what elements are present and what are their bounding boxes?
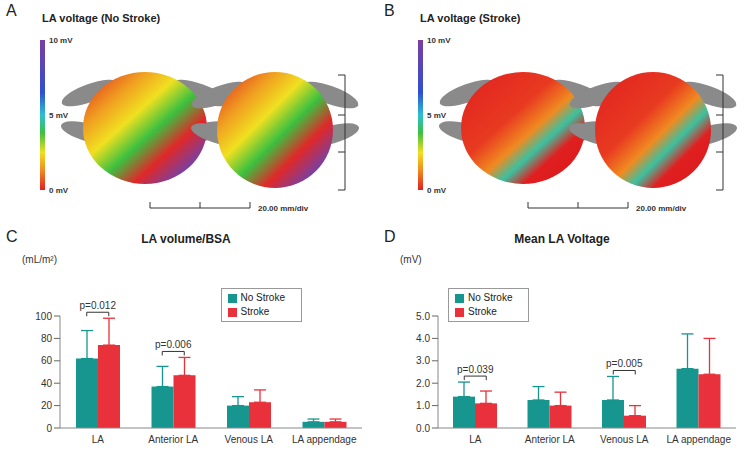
html-text:C: C xyxy=(6,228,18,245)
svg-text:Anterior LA: Anterior LA xyxy=(525,434,575,445)
svg-text:10 mV: 10 mV xyxy=(49,36,73,45)
svg-text:Venous LA: Venous LA xyxy=(225,434,274,445)
html-text:(mL/m²): (mL/m²) xyxy=(22,254,57,265)
html-text:LA voltage (No Stroke): LA voltage (No Stroke) xyxy=(42,12,161,24)
svg-text:3.0: 3.0 xyxy=(416,355,430,366)
svg-text:p=0.006: p=0.006 xyxy=(155,339,192,350)
svg-text:Venous LA: Venous LA xyxy=(600,434,649,445)
html-text:No Stroke: No Stroke xyxy=(240,292,285,303)
svg-text:LA appendage: LA appendage xyxy=(292,434,357,445)
svg-text:0 mV: 0 mV xyxy=(49,186,69,195)
svg-text:p=0.005: p=0.005 xyxy=(606,358,643,369)
svg-text:5 mV: 5 mV xyxy=(427,111,447,120)
svg-text:20.00 mm/div: 20.00 mm/div xyxy=(636,204,687,213)
svg-text:20.00 mm/div: 20.00 mm/div xyxy=(258,204,309,213)
svg-text:Anterior LA: Anterior LA xyxy=(148,434,198,445)
html-text:Stroke: Stroke xyxy=(240,306,270,317)
svg-text:20: 20 xyxy=(41,400,53,411)
html-text:LA voltage (Stroke): LA voltage (Stroke) xyxy=(420,12,521,24)
svg-text:p=0.012: p=0.012 xyxy=(80,300,117,311)
svg-text:5.0: 5.0 xyxy=(416,311,430,322)
svg-text:LA: LA xyxy=(469,434,482,445)
svg-text:LA: LA xyxy=(92,434,105,445)
svg-text:5 mV: 5 mV xyxy=(49,111,69,120)
svg-text:2.0: 2.0 xyxy=(416,378,430,389)
html-text:No Stroke: No Stroke xyxy=(468,292,513,303)
svg-text:40: 40 xyxy=(41,378,53,389)
html-text:Stroke: Stroke xyxy=(468,306,497,317)
svg-text:0: 0 xyxy=(46,423,52,434)
svg-text:80: 80 xyxy=(41,333,53,344)
html-text:B: B xyxy=(384,2,395,19)
svg-text:p=0.039: p=0.039 xyxy=(457,364,494,375)
svg-text:60: 60 xyxy=(41,355,53,366)
html-text:LA volume/BSA: LA volume/BSA xyxy=(141,232,231,246)
svg-text:0 mV: 0 mV xyxy=(427,186,447,195)
html-text:Mean LA Voltage: Mean LA Voltage xyxy=(514,232,610,246)
svg-text:0.0: 0.0 xyxy=(416,423,430,434)
svg-text:1.0: 1.0 xyxy=(416,400,430,411)
html-text:A: A xyxy=(6,2,17,19)
html-text:D: D xyxy=(384,228,396,245)
html-text:(mV): (mV) xyxy=(400,254,422,265)
svg-text:4.0: 4.0 xyxy=(416,333,430,344)
svg-text:10 mV: 10 mV xyxy=(427,36,451,45)
svg-text:100: 100 xyxy=(35,311,52,322)
svg-text:LA appendage: LA appendage xyxy=(666,434,731,445)
